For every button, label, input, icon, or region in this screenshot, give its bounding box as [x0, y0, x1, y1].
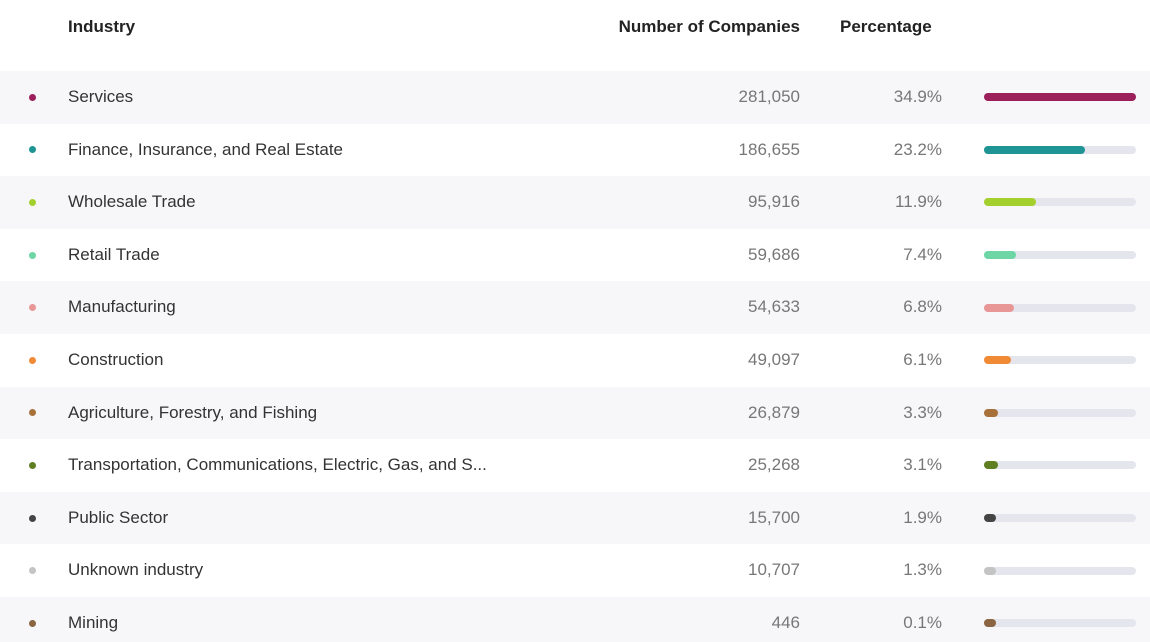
industry-name: Wholesale Trade — [68, 192, 196, 212]
table-row: Wholesale Trade 95,916 11.9% — [0, 176, 1150, 229]
bar-track — [984, 619, 1136, 628]
legend-dot — [29, 198, 36, 206]
table-row: Construction 49,097 6.1% — [0, 334, 1150, 387]
table-row: Public Sector 15,700 1.9% — [0, 491, 1150, 545]
bar — [984, 93, 1136, 102]
bar — [984, 514, 996, 523]
company-count: 59,686 — [748, 244, 800, 264]
header-percentage: Percentage — [840, 17, 932, 36]
percentage: 6.1% — [903, 350, 942, 369]
legend-dot — [29, 251, 36, 259]
industry-name: Manufacturing — [68, 297, 176, 317]
company-count: 10,707 — [748, 560, 800, 580]
company-count: 49,097 — [748, 350, 800, 369]
percentage: 7.4% — [903, 244, 942, 264]
bar — [984, 198, 1036, 207]
company-count: 54,633 — [748, 297, 800, 317]
industry-name: Finance, Insurance, and Real Estate — [68, 139, 343, 159]
company-count: 95,916 — [748, 192, 800, 212]
bar — [984, 356, 1011, 365]
legend-dot — [29, 461, 36, 469]
industry-name: Mining — [68, 613, 119, 632]
bar-track — [984, 303, 1136, 312]
table-row: Manufacturing 54,633 6.8% — [0, 281, 1150, 334]
bar — [984, 566, 996, 575]
legend-dot — [29, 356, 36, 364]
industry-name: Construction — [68, 350, 164, 369]
percentage: 1.9% — [903, 507, 942, 527]
industry-name: Agriculture, Forestry, and Fishing — [68, 402, 318, 422]
table-row: Retail Trade 59,686 7.4% — [0, 229, 1150, 282]
bar-track — [984, 93, 1136, 102]
industry-name: Services — [68, 87, 134, 106]
industry-name: Public Sector — [68, 507, 169, 527]
header-companies: Number of Companies — [618, 17, 800, 36]
legend-dot — [29, 567, 36, 575]
table-row: Agriculture, Forestry, and Fishing 26,879… — [0, 386, 1150, 440]
legend-dot — [29, 619, 36, 627]
percentage: 1.3% — [903, 560, 942, 580]
percentage: 34.9% — [893, 87, 942, 106]
bar — [984, 145, 1086, 154]
company-count: 446 — [771, 613, 800, 632]
percentage: 11.9% — [895, 192, 942, 212]
company-count: 281,050 — [738, 87, 800, 106]
company-count: 26,879 — [748, 402, 800, 422]
percentage: 6.8% — [903, 297, 942, 317]
table-row: Transportation, Communications, Electric… — [0, 439, 1150, 492]
bar-track — [984, 408, 1136, 417]
bar-track — [984, 461, 1136, 470]
percentage: 3.3% — [903, 402, 942, 422]
percentage: 3.1% — [903, 455, 942, 475]
industry-name: Unknown industry — [68, 560, 204, 580]
bar — [984, 251, 1017, 260]
bar-track — [984, 356, 1136, 365]
percentage: 23.2% — [893, 139, 942, 159]
bar — [984, 408, 999, 417]
table-row: Services 281,050 34.9% — [0, 71, 1150, 124]
industry-name: Transportation, Communications, Electric… — [68, 455, 487, 475]
bar-track — [984, 514, 1136, 523]
bar — [984, 461, 998, 470]
company-count: 25,268 — [748, 455, 800, 475]
bar-track — [984, 251, 1136, 260]
bar-track — [984, 566, 1136, 575]
industry-name: Retail Trade — [68, 244, 160, 264]
table-row: Finance, Insurance, and Real Estate 186,6… — [0, 124, 1150, 177]
header-industry: Industry — [68, 17, 136, 36]
percentage: 0.1% — [903, 613, 942, 632]
company-count: 15,700 — [748, 507, 800, 527]
bar-track — [984, 198, 1136, 207]
company-count: 186,655 — [738, 139, 800, 159]
legend-dot — [29, 146, 36, 154]
legend-dot — [29, 514, 36, 522]
bar — [984, 619, 996, 628]
table-row: Mining 446 0.1% — [0, 597, 1150, 642]
legend-dot — [29, 409, 36, 417]
bar — [984, 303, 1014, 312]
legend-dot — [29, 304, 36, 312]
legend-dot — [29, 93, 36, 101]
bar-track — [984, 145, 1136, 154]
table-row: Unknown industry 10,707 1.3% — [0, 544, 1150, 597]
